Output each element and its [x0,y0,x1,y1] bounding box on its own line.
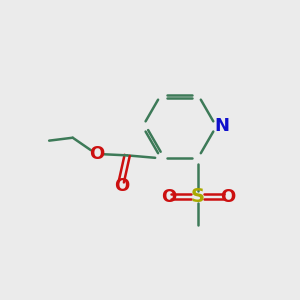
Text: O: O [220,188,235,206]
Text: N: N [214,117,229,135]
Text: S: S [191,187,205,206]
Text: O: O [88,145,104,163]
Text: O: O [114,177,129,195]
Text: O: O [161,188,176,206]
